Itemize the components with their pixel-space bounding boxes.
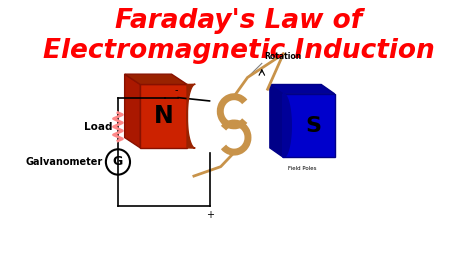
Text: Load: Load	[84, 122, 113, 132]
Polygon shape	[125, 74, 140, 148]
Polygon shape	[125, 74, 187, 84]
Text: -: -	[174, 85, 178, 95]
Polygon shape	[270, 84, 335, 94]
Polygon shape	[140, 84, 187, 148]
Text: Rotation: Rotation	[264, 52, 301, 61]
Polygon shape	[283, 94, 335, 157]
Text: Galvanometer: Galvanometer	[25, 157, 102, 167]
Polygon shape	[187, 84, 195, 148]
Text: Faraday's Law of: Faraday's Law of	[115, 8, 362, 34]
Polygon shape	[270, 84, 283, 157]
Text: N: N	[154, 104, 173, 128]
Text: S: S	[305, 116, 321, 136]
Polygon shape	[283, 94, 292, 158]
Text: +: +	[206, 210, 214, 220]
Text: Electromagnetic Induction: Electromagnetic Induction	[43, 38, 435, 64]
Circle shape	[106, 149, 130, 175]
Text: G: G	[113, 155, 123, 168]
Text: Field Poles: Field Poles	[288, 166, 316, 171]
